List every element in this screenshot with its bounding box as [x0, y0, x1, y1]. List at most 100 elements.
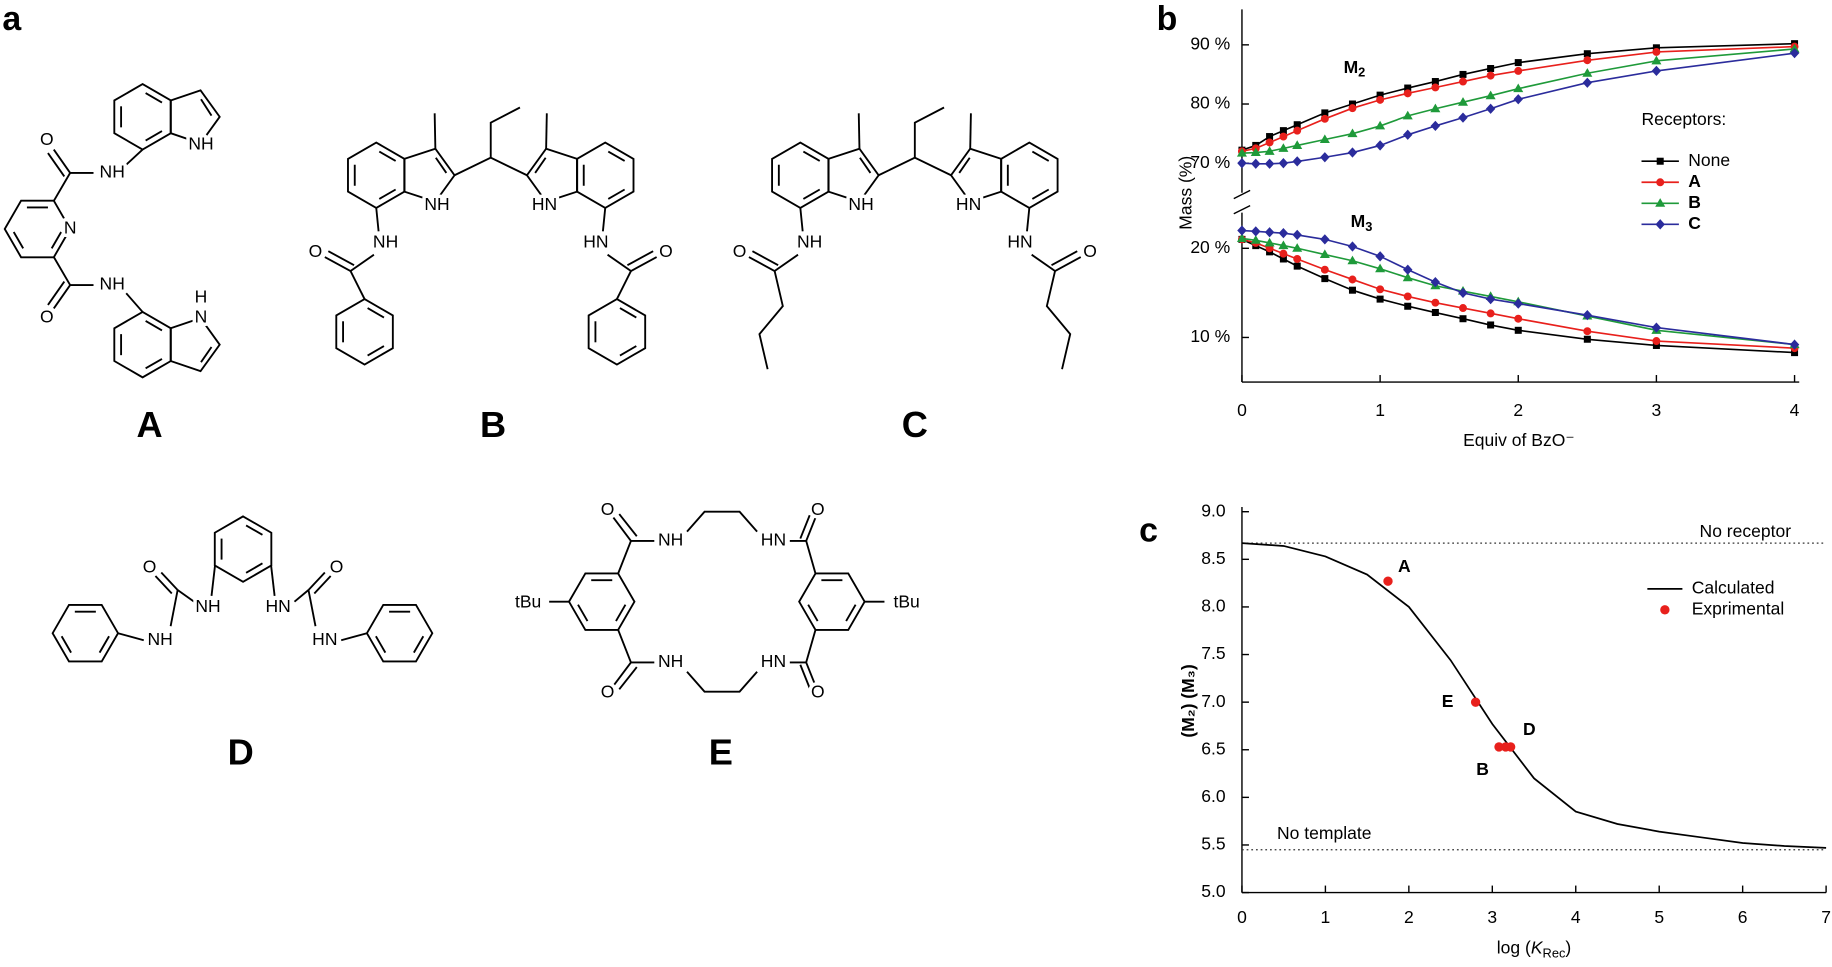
compound-label: B — [480, 404, 506, 445]
atom-label: NH — [195, 596, 220, 616]
data-point — [1319, 134, 1330, 144]
data-point — [1402, 272, 1413, 282]
data-point — [1582, 310, 1593, 321]
atom-label: HN — [265, 596, 290, 616]
structure-a — [3, 83, 221, 379]
structure-bond — [774, 253, 799, 272]
data-point — [1652, 47, 1661, 56]
data-point — [1459, 70, 1467, 78]
atom-label: O — [143, 556, 157, 576]
atom-label: HN — [956, 194, 981, 214]
x-tick-label: 0 — [1237, 400, 1247, 420]
structure-bond — [307, 589, 317, 627]
atom-label: NH — [424, 194, 449, 214]
atom-label: NH — [188, 133, 213, 153]
data-point — [1514, 66, 1523, 75]
structure-bond — [307, 571, 326, 591]
data-point — [1251, 226, 1261, 237]
series-line — [1241, 52, 1795, 165]
legend-label: B — [1688, 192, 1701, 212]
atom-label: tBu — [515, 591, 541, 611]
data-point — [1485, 293, 1496, 305]
structure-b — [324, 107, 658, 366]
data-point — [1486, 309, 1495, 318]
data-point — [1651, 65, 1662, 77]
data-point — [1279, 132, 1288, 141]
atom-label: HN — [312, 629, 337, 649]
data-point — [1583, 50, 1591, 58]
data-point — [1583, 335, 1591, 343]
y-tick-label: 6.5 — [1201, 738, 1225, 758]
data-point — [1237, 225, 1247, 236]
atom-label: NH — [658, 530, 683, 550]
atom-label: HN — [1007, 232, 1032, 252]
structure-bond — [616, 270, 632, 300]
structure-bond — [799, 207, 804, 232]
structure-bond — [154, 575, 173, 595]
data-point — [1582, 77, 1593, 88]
compound-label: C — [902, 404, 928, 445]
structure-bond — [51, 604, 119, 663]
atom-label: O — [330, 556, 344, 576]
data-point — [1457, 97, 1469, 106]
structure-bond — [805, 629, 817, 663]
data-point — [1264, 146, 1275, 155]
x-tick-label: 2 — [1513, 400, 1523, 420]
structure-bond — [113, 311, 172, 379]
structure-bond — [169, 589, 179, 627]
data-point — [1264, 237, 1275, 247]
structure-bond — [798, 572, 866, 631]
series-line — [1241, 45, 1795, 153]
x-tick-label: 3 — [1652, 400, 1662, 420]
curve-annotation-main: M — [1344, 56, 1359, 76]
structure-bond — [47, 152, 66, 177]
atom-label: HN — [532, 194, 557, 214]
atom-label: NH — [373, 232, 398, 252]
data-point — [1376, 95, 1385, 104]
y-tick-label: 7.0 — [1201, 691, 1226, 711]
structure-bond — [350, 253, 375, 272]
structure-bond — [327, 250, 355, 267]
data-point — [1582, 68, 1593, 77]
atom-label: H — [195, 287, 208, 307]
structure-bond — [686, 671, 758, 693]
legend-label: A — [1688, 171, 1701, 191]
data-point — [1514, 59, 1522, 67]
structure-bond — [751, 250, 779, 267]
legend-label: Calculated — [1692, 577, 1775, 597]
data-point — [1347, 241, 1358, 252]
structure-bond — [1026, 207, 1031, 232]
structure-bond — [568, 572, 636, 631]
data-point — [1348, 286, 1356, 294]
data-point — [1278, 143, 1289, 152]
data-point — [1375, 120, 1386, 130]
structure-bond — [758, 270, 784, 370]
y-axis-label: (M₂) (M₃) — [1178, 664, 1198, 737]
y-tick-label: 80 % — [1190, 93, 1230, 113]
structure-bond — [772, 107, 1058, 207]
structure-bond — [53, 284, 71, 309]
y-tick-label: 90 % — [1190, 33, 1230, 53]
x-tick-label: 0 — [1237, 907, 1247, 927]
x-tick-label: 4 — [1790, 400, 1800, 420]
structure-bond — [686, 510, 758, 533]
structure-bond — [200, 98, 213, 117]
data-point — [1402, 110, 1413, 120]
structure-bond — [805, 540, 817, 574]
data-point — [1651, 322, 1662, 333]
data-point — [1347, 255, 1358, 265]
y-tick-label: 5.0 — [1201, 881, 1226, 901]
data-point — [1278, 158, 1289, 169]
atom-label: NH — [797, 232, 822, 252]
series-line — [1241, 229, 1795, 346]
data-point — [1265, 138, 1274, 147]
series-line — [1241, 42, 1795, 151]
data-point — [1487, 65, 1495, 73]
data-point — [1347, 128, 1358, 138]
data-point — [1430, 103, 1441, 113]
data-point — [1652, 337, 1661, 345]
data-point — [1321, 275, 1329, 283]
structure-bond — [612, 516, 632, 542]
data-point — [1583, 56, 1592, 65]
legend-marker — [1656, 178, 1665, 187]
